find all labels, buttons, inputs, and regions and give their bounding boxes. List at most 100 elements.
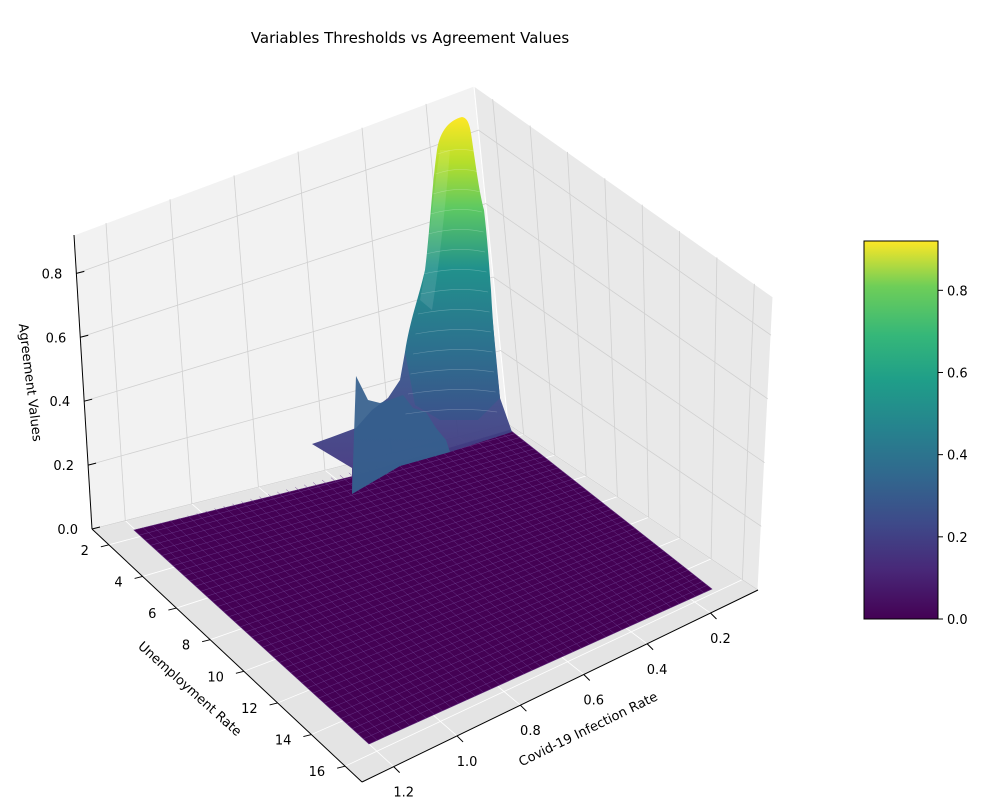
x-tick-label: 0.6 <box>583 693 604 708</box>
y-tick <box>202 639 211 643</box>
y-tick <box>269 702 278 706</box>
z-grid-line <box>84 276 765 463</box>
x-axis-line <box>361 589 759 783</box>
mesh-line <box>363 585 708 740</box>
y-tick-label: 16 <box>309 765 326 780</box>
y-tick-label: 12 <box>241 702 258 717</box>
z-axis-label: Agreement Values <box>15 323 44 443</box>
colorbar <box>863 240 939 620</box>
x-tick-label: 0.4 <box>647 663 668 678</box>
y-tick <box>134 575 143 579</box>
chart-title: Variables Thresholds vs Agreement Values <box>251 29 570 47</box>
y-tick-label: 6 <box>148 607 156 622</box>
x-tick-label: 1.2 <box>393 786 414 801</box>
colorbar-tick-label: 0.2 <box>947 531 968 546</box>
x-tick-label: 0.8 <box>520 724 541 739</box>
x-tick <box>710 612 717 620</box>
mesh-line <box>465 441 672 608</box>
x-grid-line-vertical <box>233 175 259 488</box>
x-tick <box>520 704 527 712</box>
z-tick <box>80 334 89 338</box>
z-tick-label: 0.4 <box>49 395 70 410</box>
z-tick-label: 0.8 <box>42 267 63 282</box>
peak-contour <box>432 189 481 195</box>
z-axis-line <box>73 234 93 530</box>
surface-mesh <box>139 432 708 741</box>
z-grid-line <box>87 350 762 527</box>
y-grid-line-vertical <box>741 283 755 580</box>
y-grid-line-vertical <box>529 125 556 456</box>
z-tick <box>91 526 101 530</box>
mesh-line <box>456 444 664 612</box>
peak-mesh <box>405 149 498 415</box>
peak-contour <box>430 209 483 215</box>
y-tick <box>168 607 177 611</box>
mesh-line <box>346 573 693 724</box>
peak-contour <box>425 249 486 255</box>
y-tick <box>100 544 109 548</box>
peak-contour <box>412 349 493 355</box>
peak-contour <box>410 369 495 375</box>
y-axis-line <box>91 528 363 783</box>
y-tick <box>337 765 346 769</box>
peak-contour <box>427 229 484 235</box>
x-tick-label: 1.0 <box>457 755 478 770</box>
x-tick <box>646 643 654 651</box>
colorbar-tick-label: 0.8 <box>947 284 968 299</box>
x-tick <box>456 735 464 743</box>
y-grid-line-vertical <box>492 99 525 435</box>
surface-peak-shading <box>420 150 450 310</box>
x-tick <box>583 674 591 681</box>
peak-contour <box>405 409 498 415</box>
surface-peak <box>405 117 500 420</box>
x-tick <box>393 766 401 773</box>
x-tick-label: 0.2 <box>710 632 731 647</box>
peak-contour <box>417 309 490 315</box>
mesh-line <box>474 439 680 604</box>
axis-ticks: 2 4 6 8 10 12 14 16 0.2 0.4 0.6 0.8 1.0 1.2 0.0 0.2 0.4 0… <box>42 267 731 800</box>
y-tick-label: 10 <box>207 670 224 685</box>
y-grid-line-vertical <box>641 204 650 518</box>
z-tick-label: 0.2 <box>53 459 74 474</box>
y-tick-label: 14 <box>275 734 292 749</box>
y-grid-line-vertical <box>604 178 618 497</box>
z-grid-line <box>76 129 772 336</box>
y-tick-label: 2 <box>81 544 89 559</box>
z-grid-line <box>80 203 769 400</box>
colorbar-ticks: 0.0 0.2 0.4 0.6 0.8 <box>938 284 968 628</box>
mesh-line <box>352 577 698 729</box>
y-tick-label: 8 <box>182 639 190 654</box>
y-grid-line <box>344 579 743 767</box>
peak-contour <box>435 169 480 175</box>
y-tick <box>303 734 312 738</box>
mesh-line <box>500 432 704 593</box>
mesh-line <box>357 581 703 735</box>
x-grid-line-vertical <box>169 199 193 504</box>
peak-contour <box>422 269 487 275</box>
z-tick-label: 0.6 <box>46 331 67 346</box>
y-tick <box>235 670 244 674</box>
y-grid-line-vertical <box>710 257 718 559</box>
mesh-line <box>483 436 688 601</box>
peak-contour <box>437 149 478 155</box>
x-grid-line-vertical <box>297 151 326 471</box>
surface-front-ridge <box>352 376 450 494</box>
peak-contour <box>415 329 492 335</box>
mesh-line <box>335 566 684 714</box>
colorbar-tick-label: 0.6 <box>947 366 968 381</box>
y-grid-line-vertical <box>567 151 587 476</box>
x-grid-line-vertical <box>105 223 126 521</box>
y-tick-label: 4 <box>114 575 122 590</box>
mesh-line <box>329 562 679 709</box>
colorbar-tick-label: 0.4 <box>947 449 968 464</box>
peak-contour <box>407 389 496 395</box>
colorbar-tick-label: 0.0 <box>947 613 968 628</box>
mesh-line <box>340 569 689 719</box>
z-tick-label: 0.0 <box>57 523 78 538</box>
z-tick <box>76 270 85 274</box>
z-tick <box>84 398 93 402</box>
z-tick <box>87 462 97 466</box>
mesh-line <box>491 434 696 597</box>
peak-contour <box>420 289 489 295</box>
